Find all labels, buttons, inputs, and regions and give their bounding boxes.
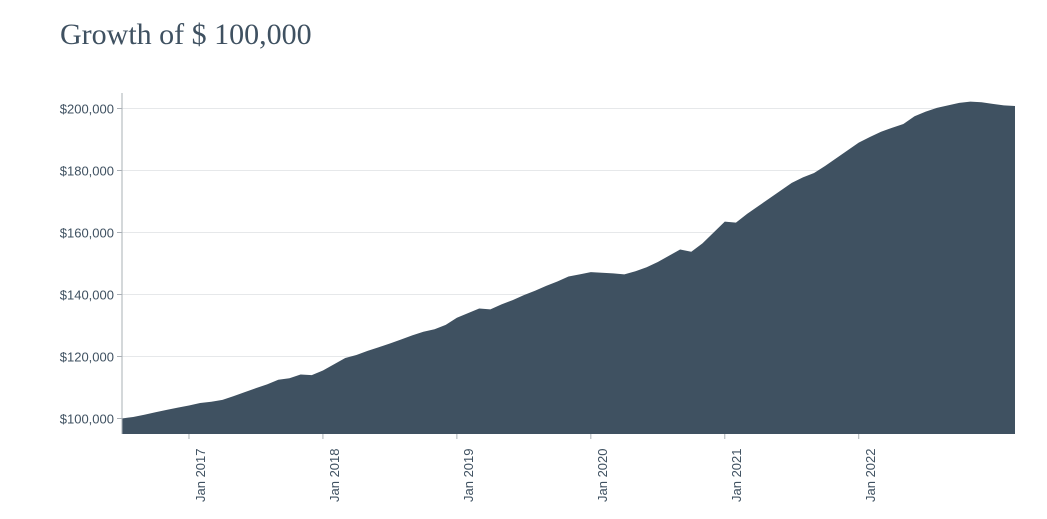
y-tick-label: $160,000 bbox=[54, 225, 114, 240]
x-tick-label: Jan 2022 bbox=[863, 449, 878, 503]
chart-plot bbox=[0, 0, 1047, 519]
y-tick-label: $100,000 bbox=[54, 411, 114, 426]
y-tick-label: $180,000 bbox=[54, 163, 114, 178]
y-tick-label: $140,000 bbox=[54, 287, 114, 302]
x-tick-label: Jan 2020 bbox=[595, 449, 610, 503]
y-tick-label: $120,000 bbox=[54, 349, 114, 364]
x-tick-label: Jan 2021 bbox=[729, 449, 744, 503]
x-tick-label: Jan 2018 bbox=[327, 449, 342, 503]
x-tick-label: Jan 2019 bbox=[461, 449, 476, 503]
y-tick-label: $200,000 bbox=[54, 101, 114, 116]
x-tick-label: Jan 2017 bbox=[193, 449, 208, 503]
growth-chart: Growth of $ 100,000 $100,000$120,000$140… bbox=[0, 0, 1047, 519]
